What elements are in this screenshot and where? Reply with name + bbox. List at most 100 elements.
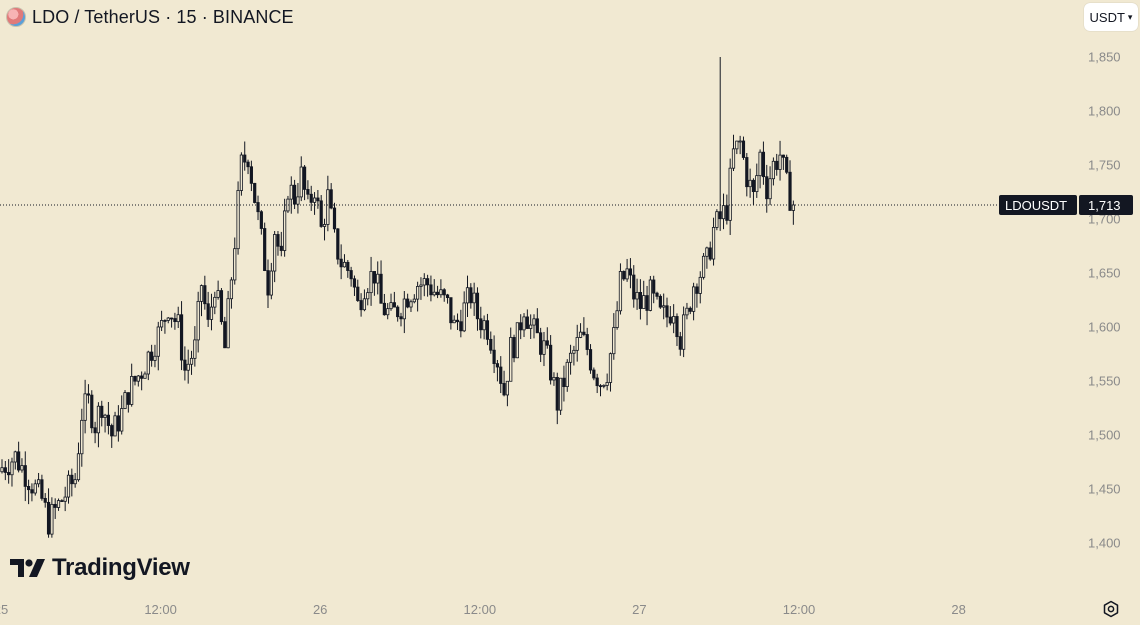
candle-body [519, 322, 523, 331]
time-tick-label: 12:00 [464, 602, 497, 617]
settings-button[interactable] [1102, 600, 1120, 618]
candle-body [386, 308, 390, 316]
candle-body [213, 296, 217, 308]
candlestick-series [0, 57, 795, 538]
candle-body [675, 316, 679, 338]
candle-body [721, 205, 726, 220]
tradingview-logo-text: TradingView [52, 554, 190, 581]
candle-body [711, 227, 716, 260]
candle-body [489, 338, 493, 351]
candle-body [522, 316, 526, 331]
last-price-label: LDOUSDT 1,713 [999, 194, 1133, 215]
candle-body [785, 156, 789, 173]
candle-body [406, 298, 410, 308]
candle-body [60, 500, 64, 502]
candle-body [429, 284, 433, 296]
price-tick-label: 1,750 [1088, 158, 1121, 173]
candle-body [273, 234, 277, 272]
candle-body [692, 286, 696, 312]
candle-body [233, 248, 237, 281]
candle-body [668, 316, 672, 324]
candle-body [46, 501, 51, 535]
candle-body [485, 320, 490, 340]
candle-body [588, 349, 593, 371]
tradingview-logo[interactable]: TradingView [10, 553, 190, 583]
candle-body [103, 414, 107, 418]
candle-body [445, 294, 450, 299]
time-axis[interactable]: 25 12:00 26 12:00 27 12:00 28 [0, 602, 966, 617]
candle-body [532, 318, 536, 326]
candle-body [568, 352, 573, 363]
candle-body [761, 151, 766, 178]
candle-body [110, 425, 114, 437]
candle-body [253, 182, 257, 203]
candle-body [279, 245, 283, 251]
time-tick-label: 28 [951, 602, 965, 617]
candle-body [80, 419, 84, 455]
candle-body [169, 317, 174, 320]
candle-body [602, 384, 606, 387]
candle-body [778, 154, 782, 170]
settings-icon [1103, 600, 1119, 618]
currency-selector[interactable]: USDT ▾ [1084, 3, 1138, 31]
candle-body [216, 290, 220, 298]
candle-body [63, 496, 67, 502]
candle-body [582, 331, 586, 335]
candle-body [455, 319, 460, 323]
candle-body [688, 307, 692, 312]
candle-body [392, 302, 396, 308]
candle-body [312, 197, 317, 203]
candle-body [76, 453, 81, 481]
candle-body [685, 307, 689, 316]
candle-body [173, 318, 177, 323]
candle-body [50, 503, 54, 535]
candle-body [206, 303, 210, 320]
candle-body [196, 300, 200, 341]
candle-body [635, 291, 639, 300]
candle-body [535, 318, 539, 334]
candle-body [26, 486, 31, 491]
candle-body [296, 196, 300, 205]
candle-body [356, 286, 360, 301]
candle-body [376, 273, 380, 284]
candle-body [126, 392, 130, 405]
chart-title-bar: LDO / TetherUS · 15 · BINANCE [6, 6, 294, 28]
candle-body [618, 271, 623, 312]
candle-body [70, 474, 74, 485]
candle-body [93, 427, 97, 434]
candle-body [130, 375, 134, 405]
candle-body [479, 318, 483, 331]
candle-body [266, 270, 270, 296]
candle-body [219, 290, 224, 323]
candle-body [695, 286, 699, 294]
candle-body [396, 306, 400, 318]
candle-body [349, 270, 353, 280]
candle-body [628, 268, 633, 276]
time-tick-label: 25 [0, 602, 8, 617]
candle-body [638, 291, 643, 309]
candle-body [439, 289, 443, 296]
candle-body [143, 373, 147, 379]
candle-body [469, 287, 473, 304]
candle-body [698, 276, 702, 294]
candle-body [3, 467, 7, 473]
candle-body [339, 258, 343, 268]
candle-body [495, 363, 500, 368]
candle-body [382, 302, 386, 316]
tradingview-logo-icon [10, 559, 45, 577]
candle-body [146, 351, 150, 375]
candle-body [332, 207, 337, 230]
price-tick-label: 1,550 [1088, 374, 1121, 389]
candle-body [718, 211, 722, 220]
price-axis[interactable]: 1,850 1,800 1,750 1,700 1,650 1,600 1,550 1,500… [1088, 50, 1121, 551]
candle-body [116, 415, 120, 432]
candle-body [199, 285, 204, 302]
candle-body [499, 366, 503, 384]
price-tick-label: 1,700 [1088, 212, 1121, 227]
candle-body [236, 190, 240, 250]
candle-body [578, 331, 583, 338]
candle-body [369, 271, 373, 294]
candle-body [505, 380, 510, 396]
candle-body [512, 337, 516, 359]
